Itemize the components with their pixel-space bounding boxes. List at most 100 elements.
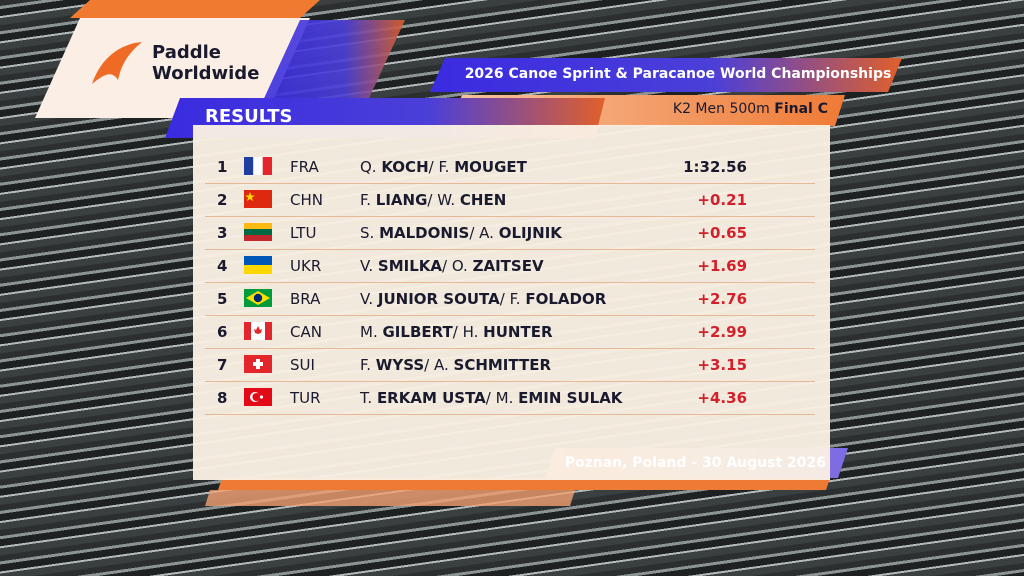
family-name: SMILKA <box>377 257 442 275</box>
race-event: K2 Men 500m <box>672 101 770 117</box>
given-name: F. <box>438 158 450 176</box>
result-row: 7 SUI F. WYSS/ A. SCHMITTER +3.15 <box>205 348 815 382</box>
logo-line: Paddle <box>152 42 222 63</box>
given-name: V. <box>360 257 374 275</box>
result: +2.76 <box>697 290 747 308</box>
flag <box>244 322 272 340</box>
given-name: F. <box>360 356 371 374</box>
family-name: FOLADOR <box>525 290 607 308</box>
flag <box>244 256 272 274</box>
given-name: A. <box>433 356 449 374</box>
separator: / <box>452 323 458 341</box>
results-panel <box>193 125 830 480</box>
family-name: EMIN SULAK <box>518 389 623 407</box>
flag <box>244 223 272 241</box>
rank: 3 <box>217 224 228 242</box>
logo-panel <box>35 18 310 118</box>
result: +4.36 <box>697 389 747 407</box>
title-bar <box>430 58 902 92</box>
result-row: 3 LTU S. MALDONIS/ A. OLIJNIK +0.65 <box>205 216 815 250</box>
flag <box>244 190 272 208</box>
crew: S. MALDONIS/ A. OLIJNIK <box>360 224 562 242</box>
footer-text: Poznan, Poland - 30 August 2026 <box>564 455 826 471</box>
separator: / <box>469 224 475 242</box>
family-name: JUNIOR SOUTA <box>377 290 500 308</box>
logo-stripe <box>255 20 405 118</box>
logo-line: Worldwide <box>152 63 260 84</box>
result-row: 2 CHN F. LIANG/ W. CHEN +0.21 <box>205 183 815 217</box>
bottom-stripe <box>205 490 575 506</box>
nation-code: FRA <box>290 158 319 176</box>
separator: / <box>442 257 448 275</box>
crew: T. ERKAM USTA/ M. EMIN SULAK <box>360 389 622 407</box>
result-row: 6 CAN M. GILBERT/ H. HUNTER +2.99 <box>205 315 815 349</box>
flag <box>244 157 272 175</box>
result: +1.69 <box>697 257 747 275</box>
race-label: K2 Men 500m Final C <box>673 101 828 117</box>
event-title: 2026 Canoe Sprint & Paracanoe World Cham… <box>464 66 892 82</box>
family-name: MALDONIS <box>379 224 470 242</box>
nation-code: BRA <box>290 290 321 308</box>
family-name: GILBERT <box>382 323 453 341</box>
nation-code: SUI <box>290 356 315 374</box>
nation-code: TUR <box>290 389 321 407</box>
result: +0.21 <box>697 191 747 209</box>
crew: V. JUNIOR SOUTA/ F. FOLADOR <box>360 290 606 308</box>
given-name: O. <box>451 257 468 275</box>
rank: 1 <box>217 158 228 176</box>
crew: M. GILBERT/ H. HUNTER <box>360 323 553 341</box>
given-name: F. <box>360 191 371 209</box>
result: +2.99 <box>697 323 747 341</box>
separator: / <box>424 356 430 374</box>
given-name: Q. <box>360 158 377 176</box>
crew: F. LIANG/ W. CHEN <box>360 191 506 209</box>
separator: / <box>428 158 434 176</box>
result: +0.65 <box>697 224 747 242</box>
rank: 5 <box>217 290 228 308</box>
rank: 6 <box>217 323 228 341</box>
family-name: HUNTER <box>483 323 553 341</box>
result: 1:32.56 <box>683 158 747 176</box>
family-name: MOUGET <box>454 158 527 176</box>
given-name: M. <box>495 389 514 407</box>
rank: 8 <box>217 389 228 407</box>
family-name: WYSS <box>375 356 425 374</box>
family-name: ZAITSEV <box>472 257 544 275</box>
rank: 2 <box>217 191 228 209</box>
given-name: A. <box>479 224 494 242</box>
family-name: CHEN <box>459 191 507 209</box>
nation-code: LTU <box>290 224 317 242</box>
crew: F. WYSS/ A. SCHMITTER <box>360 356 551 374</box>
logo-text: Paddle Worldwide <box>152 42 259 84</box>
crew: V. SMILKA/ O. ZAITSEV <box>360 257 544 275</box>
given-name: M. <box>360 323 378 341</box>
result-row: 1 FRA Q. KOCH/ F. MOUGET 1:32.56 <box>205 150 815 184</box>
given-name: S. <box>360 224 375 242</box>
family-name: ERKAM USTA <box>376 389 486 407</box>
separator: / <box>485 389 491 407</box>
separator: / <box>427 191 433 209</box>
family-name: SCHMITTER <box>453 356 551 374</box>
result-row: 4 UKR V. SMILKA/ O. ZAITSEV +1.69 <box>205 249 815 283</box>
bottom-stripe <box>218 478 830 490</box>
logo-icon <box>92 42 142 84</box>
result: +3.15 <box>697 356 747 374</box>
given-name: V. <box>360 290 374 308</box>
flag <box>244 388 272 406</box>
given-name: W. <box>437 191 456 209</box>
flag <box>244 289 272 307</box>
family-name: OLIJNIK <box>498 224 562 242</box>
given-name: F. <box>509 290 521 308</box>
result-row: 5 BRA V. JUNIOR SOUTA/ F. FOLADOR +2.76 <box>205 282 815 316</box>
crew: Q. KOCH/ F. MOUGET <box>360 158 527 176</box>
given-name: T. <box>360 389 373 407</box>
logo-accent <box>70 0 320 18</box>
nation-code: UKR <box>290 257 322 275</box>
result-row: 8 TUR T. ERKAM USTA/ M. EMIN SULAK +4.36 <box>205 381 815 415</box>
section-title: RESULTS <box>205 106 293 127</box>
nation-code: CAN <box>290 323 322 341</box>
separator: / <box>499 290 505 308</box>
race-phase: Final C <box>774 101 828 117</box>
rank: 7 <box>217 356 228 374</box>
